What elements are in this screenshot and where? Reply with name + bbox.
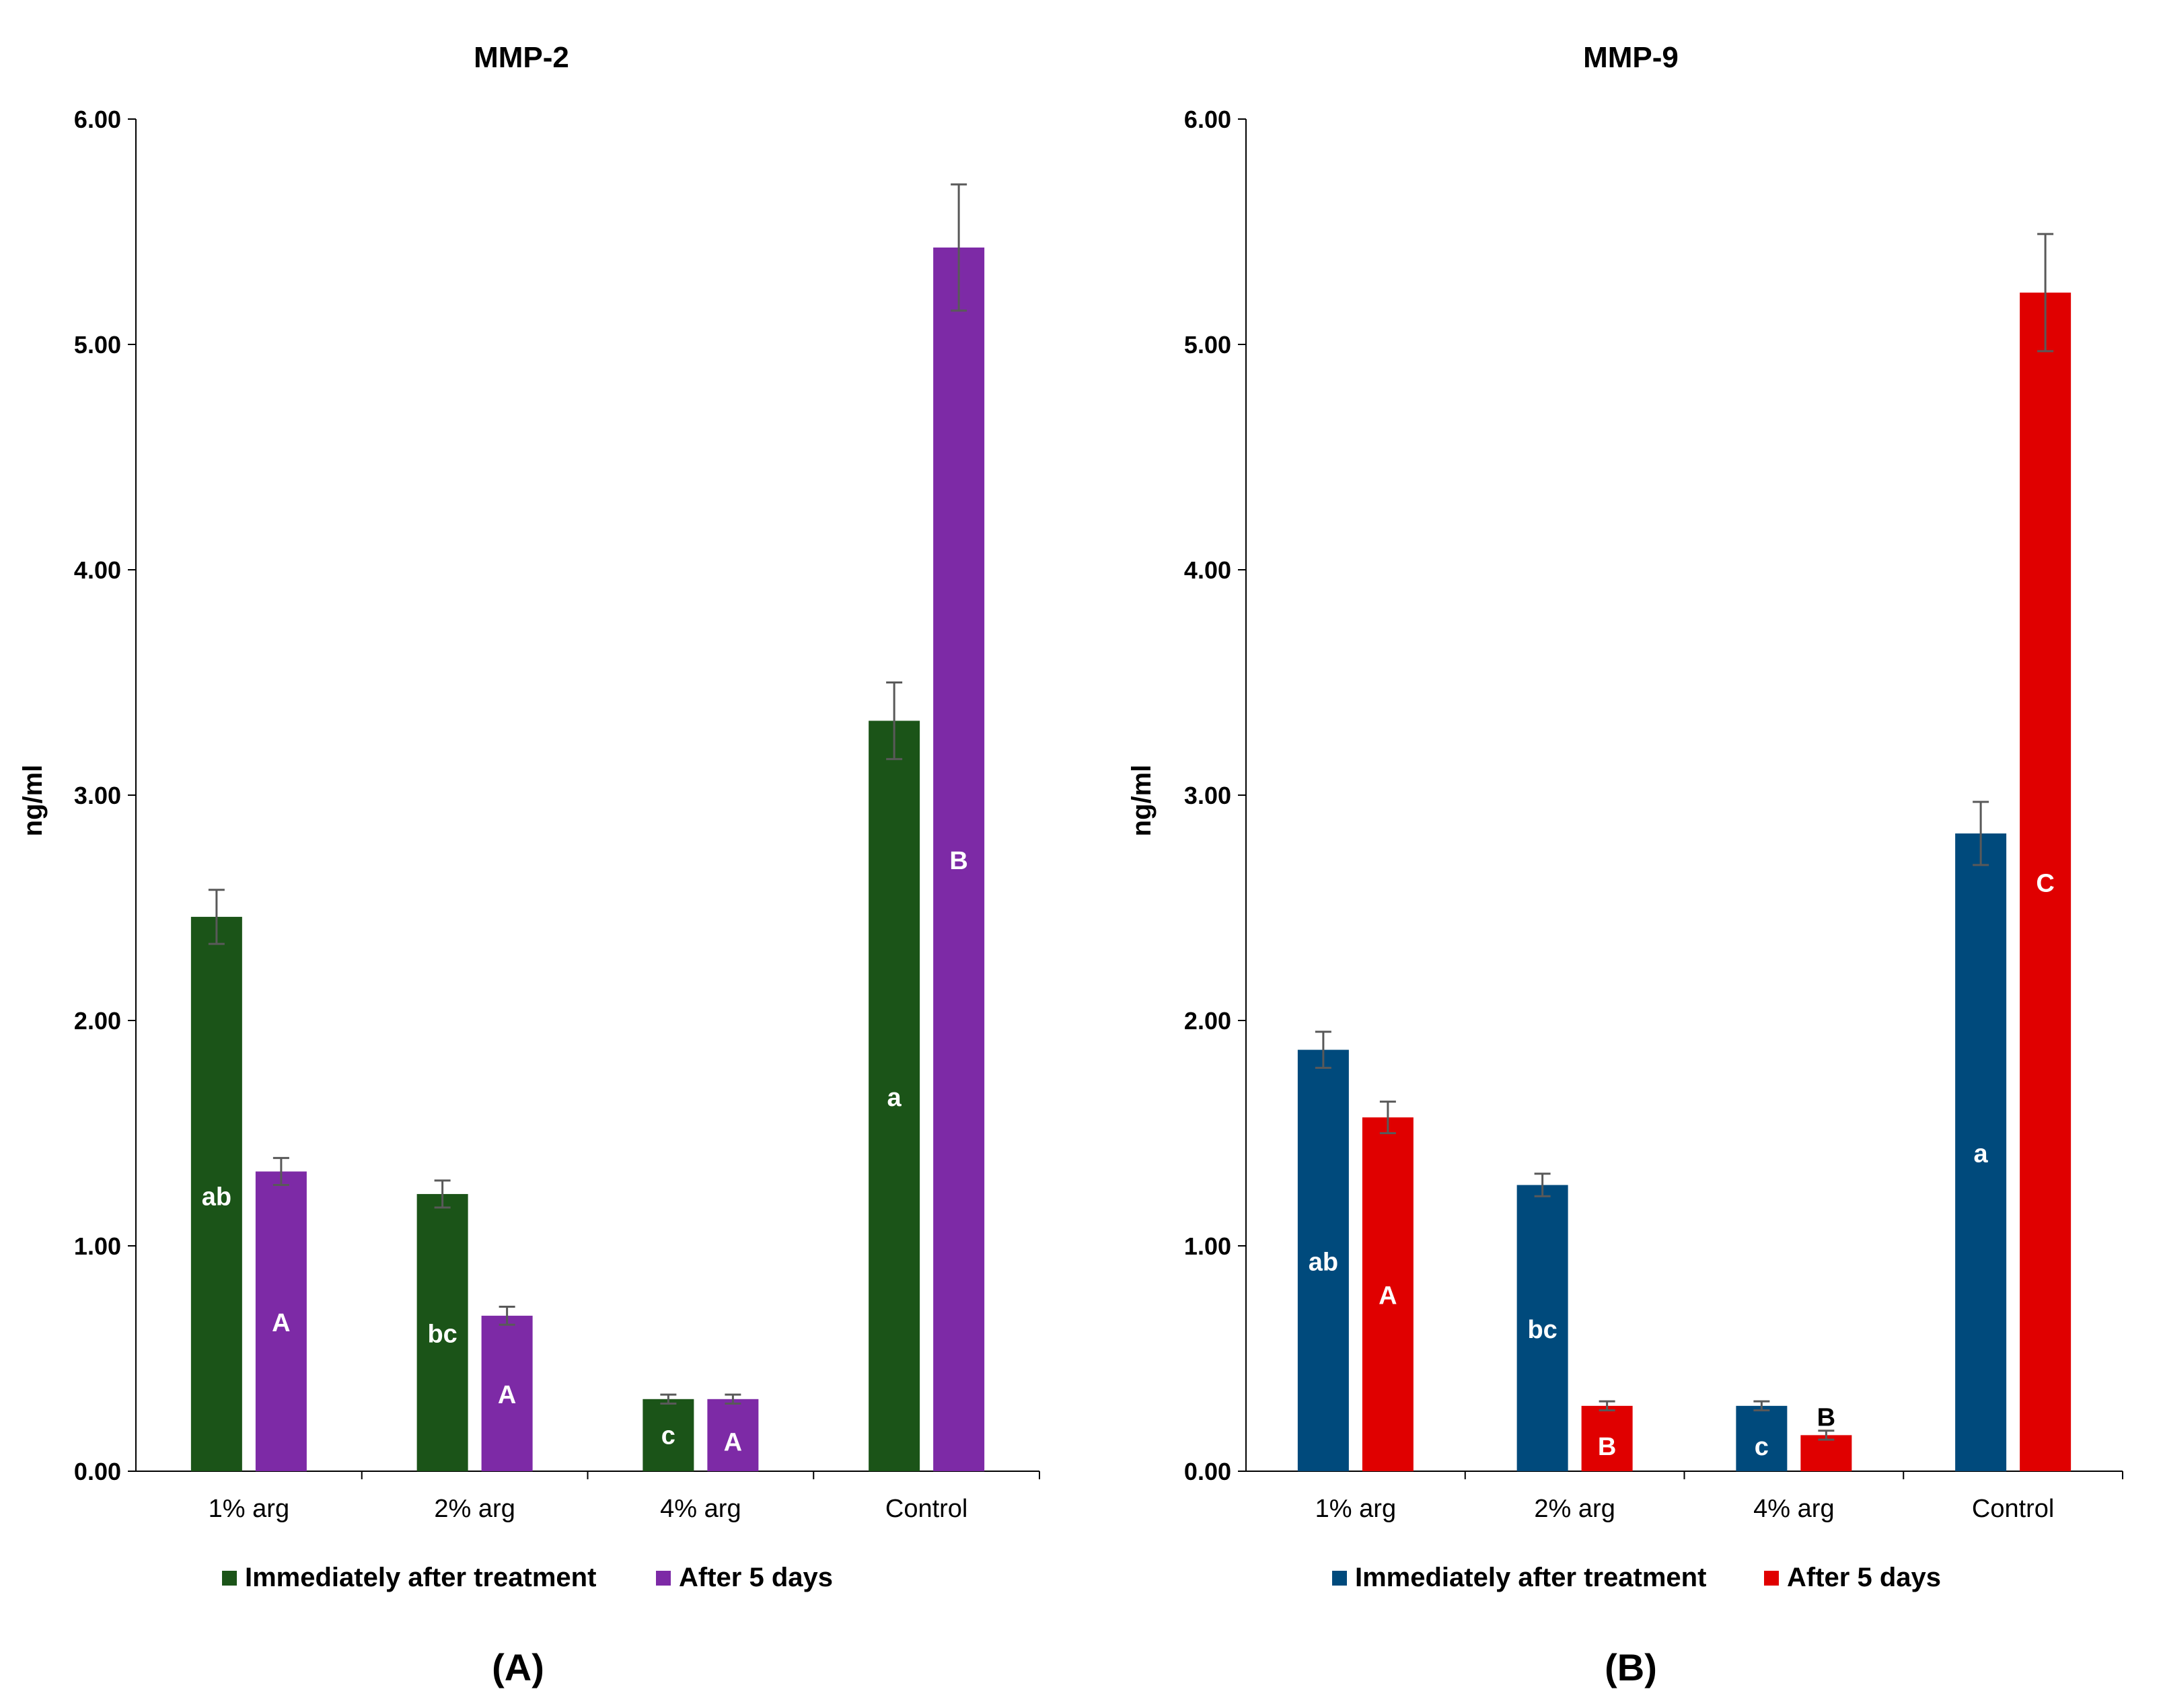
x-category-label: 4% arg [660,1495,741,1523]
significance-letter: C [2036,870,2054,898]
x-category-label: 1% arg [1315,1495,1396,1523]
bar [1955,833,2007,1471]
significance-letter: bc [1527,1316,1557,1344]
y-tick-label: 5.00 [1184,331,1231,359]
significance-letter: ab [1309,1248,1338,1276]
y-tick-label: 0.00 [74,1458,121,1485]
y-tick-label: 6.00 [74,106,121,133]
chart-title: MMP-9 [1583,41,1679,74]
significance-letter: A [724,1428,742,1456]
y-tick-label: 4.00 [1184,556,1231,584]
significance-letter: a [1974,1140,1989,1168]
y-tick-label: 4.00 [74,556,121,584]
significance-letter: A [272,1309,290,1337]
x-category-label: Control [885,1495,968,1523]
y-tick-label: 2.00 [74,1007,121,1035]
legend-swatch [222,1571,237,1586]
x-category-label: 2% arg [434,1495,515,1523]
y-tick-label: 1.00 [74,1232,121,1260]
bar [933,247,985,1472]
significance-letter: A [1379,1282,1397,1310]
bar [869,720,920,1471]
y-tick-label: 2.00 [1184,1007,1231,1035]
panel-label: (B) [1605,1646,1657,1688]
x-category-label: 4% arg [1753,1495,1834,1523]
y-tick-label: 1.00 [1184,1232,1231,1260]
significance-letter: A [498,1381,516,1409]
x-category-label: 1% arg [209,1495,289,1523]
bar [1736,1405,1788,1471]
bar [1581,1405,1633,1471]
bar [1516,1185,1568,1471]
significance-letter: B [949,847,967,875]
panel-label: (A) [492,1646,544,1688]
chart-panel-a: MMP-2 0.00 1.00 2.00 3.00 4.00 5.00 6.00 ng/ml 1%… [18,41,1040,1688]
significance-letter: bc [427,1321,457,1349]
x-category-label: Control [1972,1495,2055,1523]
y-axis-label: ng/ml [1127,765,1157,837]
bar [255,1171,307,1471]
chart-title: MMP-2 [474,41,569,74]
y-tick-label: 3.00 [74,782,121,809]
y-axis-label: ng/ml [18,765,48,837]
significance-letter: c [1755,1433,1769,1461]
significance-letter: ab [202,1183,231,1211]
x-category-label: 2% arg [1534,1495,1615,1523]
legend-swatch [1764,1571,1779,1586]
bar [1362,1117,1414,1471]
legend-label: After 5 days [1787,1563,1941,1592]
legend-label: Immediately after treatment [245,1563,596,1592]
significance-letter: a [887,1084,902,1112]
y-tick-label: 0.00 [1184,1458,1231,1485]
bar [643,1399,694,1471]
legend-label: After 5 days [679,1563,833,1592]
chart-panel-b: MMP-9 0.00 1.00 2.00 3.00 4.00 5.00 6.00 ng/ml 1%… [1127,41,2123,1688]
y-tick-label: 3.00 [1184,782,1231,809]
significance-letter: B [1817,1404,1835,1432]
bar [481,1315,533,1471]
bar [1800,1435,1852,1471]
legend-label: Immediately after treatment [1355,1563,1706,1592]
y-tick-label: 6.00 [1184,106,1231,133]
bar [707,1399,759,1471]
significance-letter: B [1598,1433,1616,1461]
bar [190,916,242,1471]
bar [1297,1049,1349,1471]
significance-letter: c [661,1421,675,1450]
legend-swatch [1332,1571,1347,1586]
y-tick-label: 5.00 [74,331,121,359]
bar [416,1193,468,1471]
bar [2020,292,2072,1472]
legend-swatch [656,1571,671,1586]
